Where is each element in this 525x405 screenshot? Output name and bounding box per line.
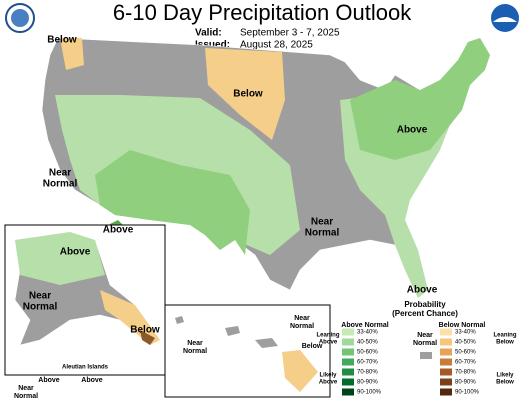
- legend-range: 33-40%: [455, 330, 476, 336]
- legend-swatch: [440, 348, 452, 356]
- legend-range: 90-100%: [357, 390, 382, 396]
- above-southwest: [95, 150, 250, 255]
- map-label: Normal: [14, 393, 38, 400]
- legend-range: 70-80%: [357, 370, 378, 376]
- big-island: [282, 350, 318, 392]
- legend-range: 60-70%: [357, 360, 378, 366]
- legend-note: Below: [496, 380, 514, 386]
- island: [255, 338, 278, 348]
- legend-range: 90-100%: [455, 390, 480, 396]
- map-label: Normal: [305, 228, 340, 239]
- legend-swatch: [440, 368, 452, 376]
- alaska-inset: [4, 224, 166, 376]
- map-label: Below: [130, 325, 160, 336]
- legend-note: Likely: [496, 373, 514, 379]
- map-label: Normal: [290, 323, 314, 330]
- legend-range: 50-60%: [455, 350, 476, 356]
- valid-dates: September 3 - 7, 2025: [240, 28, 340, 39]
- legend-swatch: [342, 338, 354, 346]
- map-label: Near: [49, 168, 71, 179]
- map-label: Near: [311, 217, 333, 228]
- noaa-doc-logo: [5, 3, 35, 33]
- legend-swatch: [342, 358, 354, 366]
- map-label: Below: [302, 343, 323, 350]
- legend: Above Normal Below Normal33-40%40-50%50-6…: [341, 322, 485, 396]
- map-label: Above: [81, 377, 103, 384]
- alaska-below: [100, 290, 160, 345]
- title: 6-10 Day Precipitation Outlook: [113, 0, 412, 25]
- legend-heading: Normal: [413, 340, 437, 347]
- noaa-logo: [491, 4, 519, 32]
- legend-note: Likely: [319, 373, 337, 379]
- map-label: Normal: [23, 302, 58, 313]
- legend-range: 40-50%: [455, 340, 476, 346]
- legend-range: 60-70%: [455, 360, 476, 366]
- island: [175, 316, 184, 324]
- legend-heading: Near: [417, 332, 433, 339]
- map-label: Near: [18, 385, 34, 392]
- conus: [41, 37, 491, 299]
- map-label: Near: [187, 340, 203, 347]
- legend-swatch: [440, 328, 452, 336]
- below-plains: [205, 48, 285, 140]
- island: [225, 326, 240, 336]
- hawaii-inset: [164, 304, 331, 398]
- legend-note: Above: [319, 340, 338, 346]
- above-northeast: [350, 38, 490, 160]
- legend-heading: Below Normal: [439, 322, 486, 329]
- legend-range: 50-60%: [357, 350, 378, 356]
- legend-swatch: [342, 348, 354, 356]
- legend-note: Leaning: [316, 333, 339, 339]
- map-label: Above: [397, 125, 428, 136]
- legend-range: 33-40%: [357, 330, 378, 336]
- legend-swatch: [440, 358, 452, 366]
- legend-range: 80-90%: [455, 380, 476, 386]
- legend-note: Below: [496, 340, 514, 346]
- legend-range: 40-50%: [357, 340, 378, 346]
- map-label: Normal: [183, 348, 207, 355]
- valid-label: Valid:: [195, 28, 222, 39]
- alaska-likely-below: [140, 330, 155, 345]
- legend-swatch: [342, 368, 354, 376]
- legend-note: Above: [319, 380, 338, 386]
- legend-heading: Above Normal: [341, 322, 389, 329]
- issued-label: Issued:: [195, 40, 230, 51]
- legend-swatch: [440, 338, 452, 346]
- map-label: Above: [60, 247, 91, 258]
- map-label: Below: [47, 35, 77, 46]
- near-swatch: [420, 352, 432, 359]
- legend-title: Probability: [404, 300, 446, 309]
- alaska-above: [15, 232, 105, 285]
- legend-swatch: [440, 378, 452, 386]
- legend-swatch: [342, 328, 354, 336]
- issued-date: August 28, 2025: [240, 40, 313, 51]
- map-label: Near: [29, 291, 51, 302]
- legend-note: Leaning: [493, 333, 516, 339]
- map-label: Above: [38, 377, 60, 384]
- legend-title: (Percent Chance): [392, 309, 458, 318]
- below-northwest: [60, 38, 84, 70]
- legend-swatch: [342, 378, 354, 386]
- legend-swatch: [440, 388, 452, 396]
- map-label: Below: [233, 89, 263, 100]
- aleutian-label: Aleutian Islands: [62, 365, 109, 371]
- legend-swatch: [342, 388, 354, 396]
- map-label: Above: [407, 285, 438, 296]
- map-label: Normal: [43, 179, 78, 190]
- legend-range: 80-90%: [357, 380, 378, 386]
- map-label: Above: [103, 225, 134, 236]
- legend-range: 70-80%: [455, 370, 476, 376]
- map-label: Near: [294, 315, 310, 322]
